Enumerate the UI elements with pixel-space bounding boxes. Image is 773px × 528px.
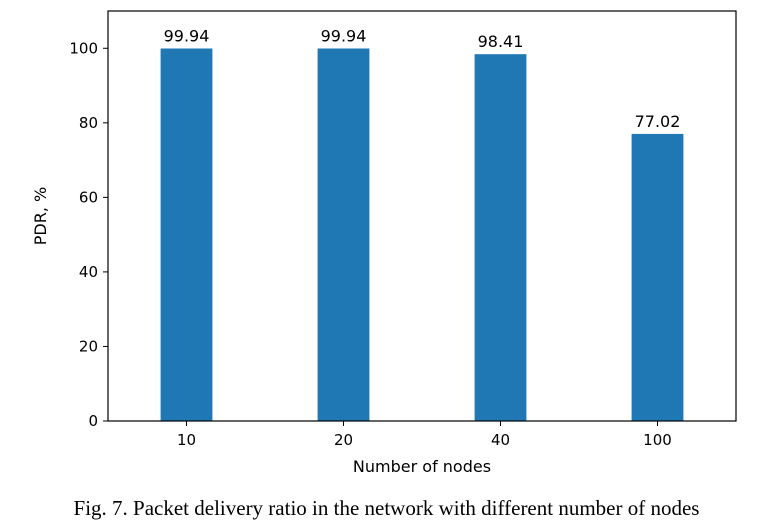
y-tick-label-80: 80 bbox=[79, 114, 98, 132]
bars bbox=[160, 48, 684, 421]
y-tick-label-60: 60 bbox=[79, 188, 98, 206]
x-axis-title: Number of nodes bbox=[353, 457, 491, 476]
y-tick-label-20: 20 bbox=[79, 337, 98, 355]
data-labels: 99.94 99.94 98.41 77.02 bbox=[164, 26, 681, 130]
y-tick-label-100: 100 bbox=[69, 39, 98, 57]
y-tick-label-40: 40 bbox=[79, 263, 98, 281]
bar-40 bbox=[474, 54, 527, 421]
x-tick-label-10: 10 bbox=[177, 431, 196, 449]
plot-frame bbox=[107, 10, 737, 422]
y-tick-label-0: 0 bbox=[88, 412, 98, 430]
bar-chart: 0 20 40 60 80 100 10 20 40 100 99.94 99.94 98.41 77… bbox=[31, 10, 737, 476]
x-tick-label-20: 20 bbox=[334, 431, 353, 449]
bar-10 bbox=[160, 48, 213, 421]
y-axis: 0 20 40 60 80 100 bbox=[69, 39, 108, 430]
data-label-20: 99.94 bbox=[321, 26, 367, 45]
x-axis: 10 20 40 100 bbox=[177, 421, 672, 449]
bar-100 bbox=[631, 133, 684, 421]
data-label-40: 98.41 bbox=[478, 32, 524, 51]
x-tick-label-40: 40 bbox=[491, 431, 510, 449]
figure-caption: Fig. 7. Packet delivery ratio in the net… bbox=[73, 496, 700, 520]
data-label-10: 99.94 bbox=[164, 26, 210, 45]
bar-20 bbox=[317, 48, 370, 421]
x-tick-label-100: 100 bbox=[643, 431, 672, 449]
y-axis-title: PDR, % bbox=[31, 187, 50, 245]
data-label-100: 77.02 bbox=[635, 112, 681, 131]
